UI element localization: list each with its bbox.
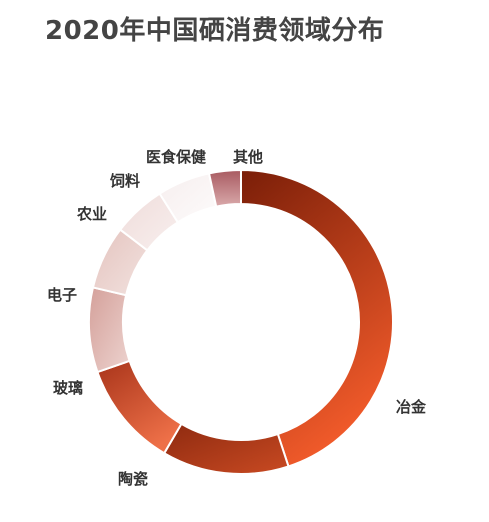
- slice-label-5: 农业: [76, 205, 107, 223]
- donut-slice-2: [162, 422, 290, 475]
- donut-slice-1: [240, 168, 394, 468]
- slice-label-4: 电子: [47, 286, 77, 304]
- slice-label-2: 陶瓷: [118, 470, 148, 488]
- slice-label-8: 其他: [233, 148, 263, 166]
- donut-slice-8: [207, 168, 242, 208]
- donut-slice-4: [88, 286, 131, 374]
- chart-title: 2020年中国硒消费领域分布: [45, 16, 385, 46]
- slice-label-3: 玻璃: [53, 379, 83, 397]
- slice-label-7: 医食保健: [146, 148, 206, 166]
- slice-label-6: 饲料: [109, 172, 140, 190]
- slice-label-1: 冶金: [396, 398, 427, 416]
- donut-slice-3: [96, 359, 183, 455]
